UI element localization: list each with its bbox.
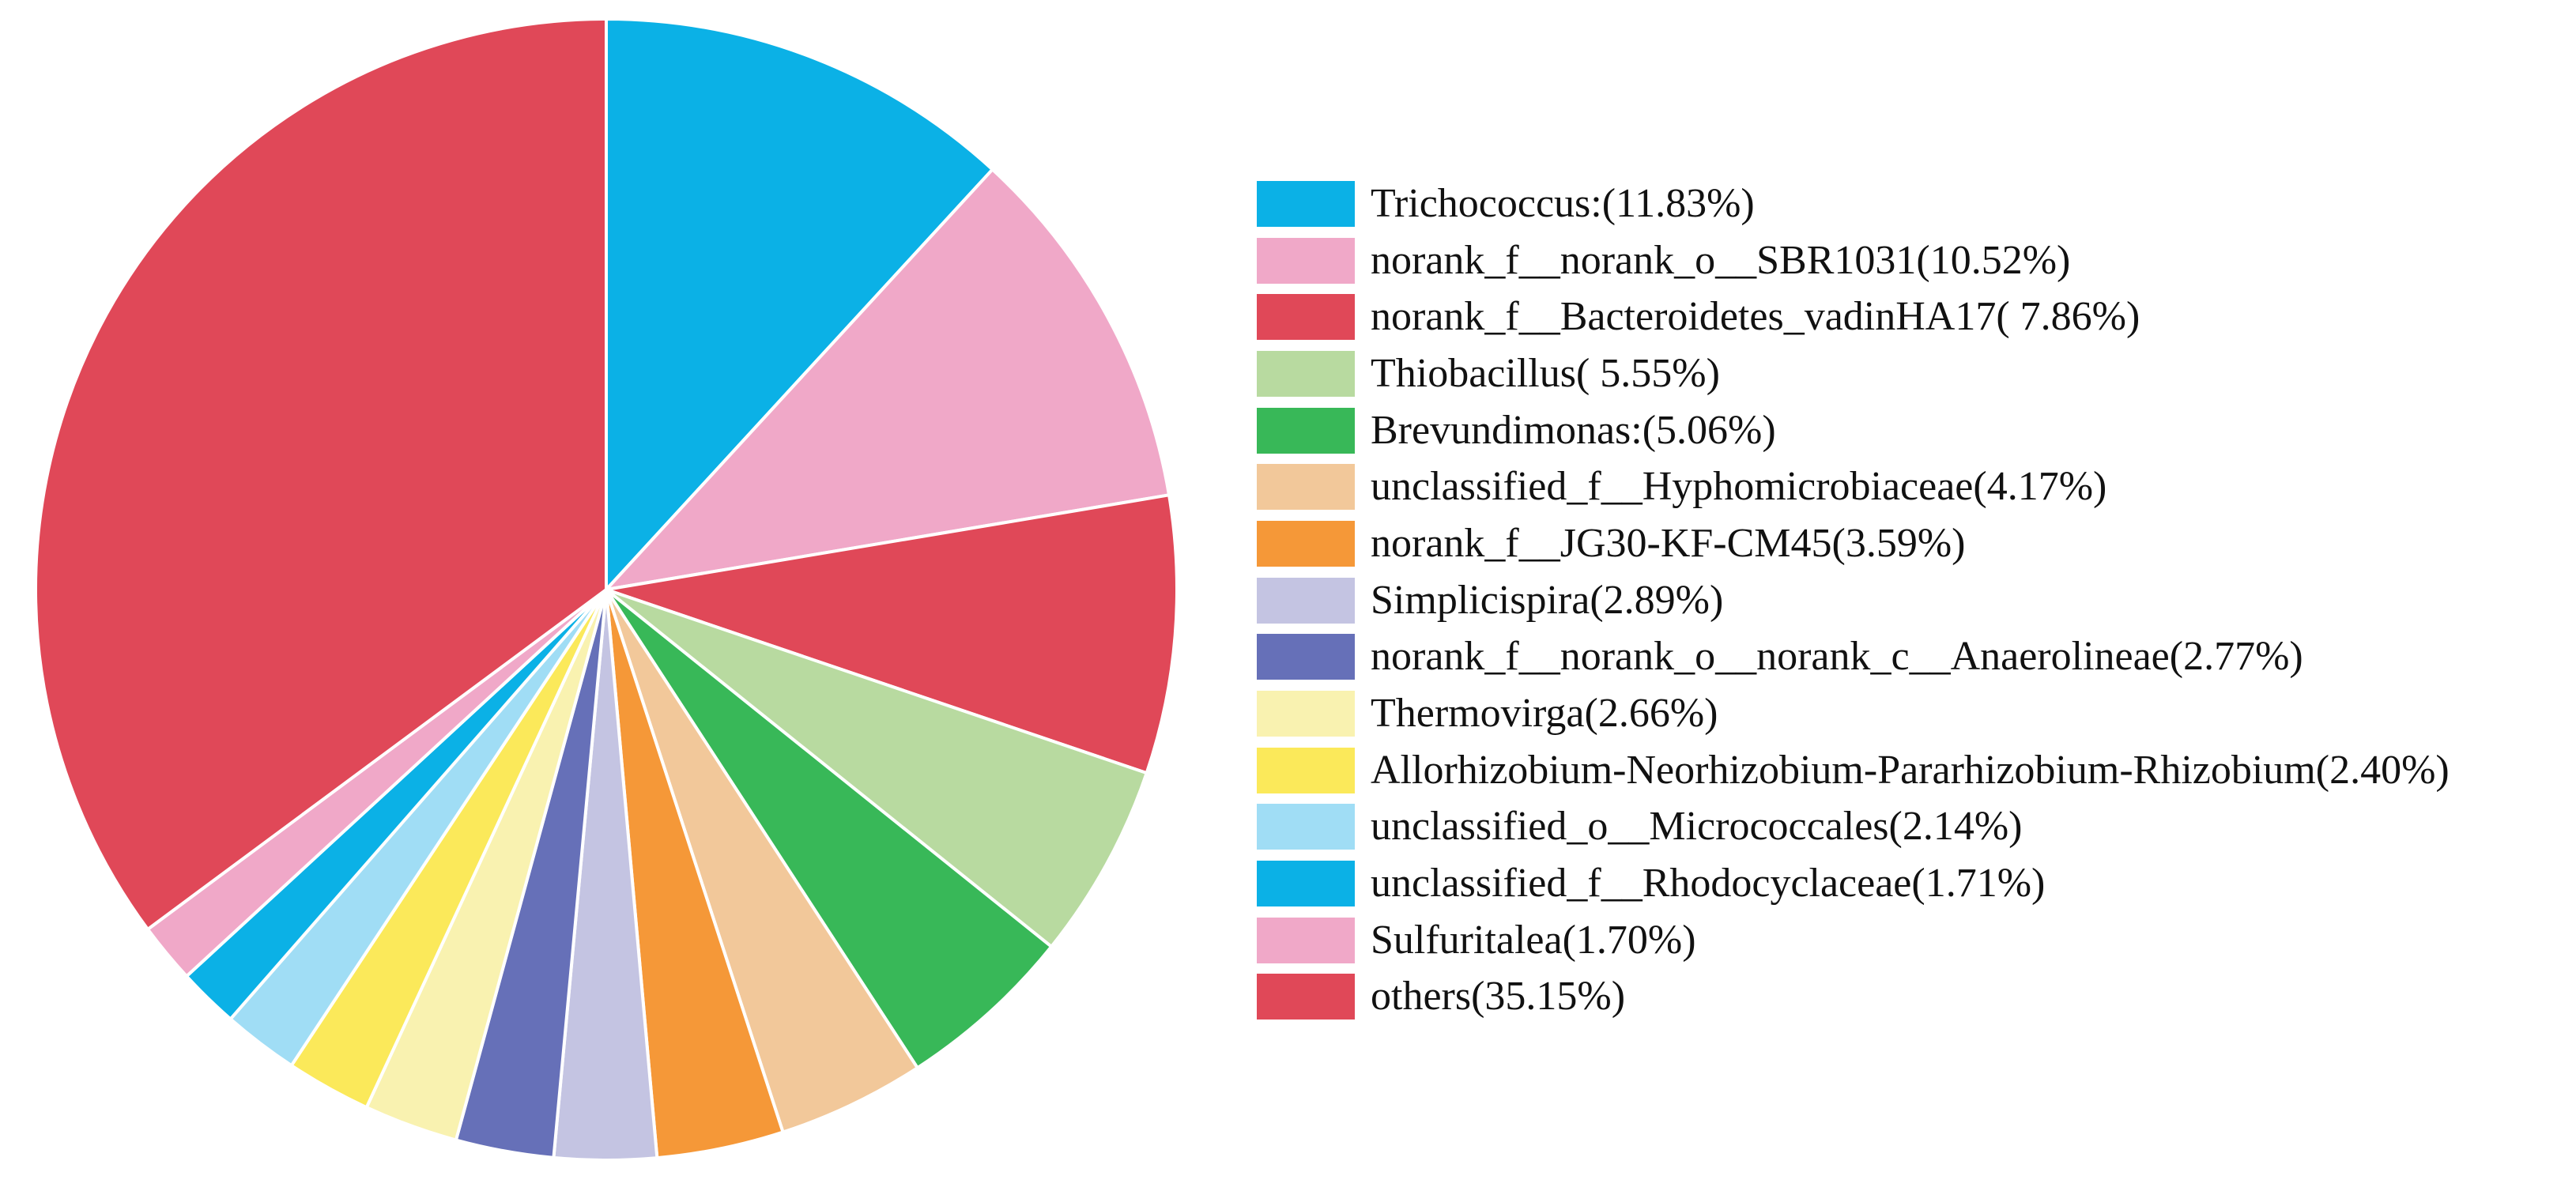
legend-item: Thiobacillus( 5.55%) xyxy=(1257,345,2569,402)
legend-label: norank_f__norank_o__norank_c__Anaeroline… xyxy=(1371,634,2303,680)
legend-label: others(35.15%) xyxy=(1371,974,1626,1020)
legend-label: Trichococcus:(11.83%) xyxy=(1371,180,1755,226)
legend-label: unclassified_f__Hyphomicrobiaceae(4.17%) xyxy=(1371,464,2107,510)
legend-label: Thiobacillus( 5.55%) xyxy=(1371,350,1720,396)
legend-swatch xyxy=(1257,577,1355,624)
pie-slice-3 xyxy=(605,493,1179,775)
legend-swatch xyxy=(1257,407,1355,454)
legend-item: norank_f__Bacteroidetes_vadinHA17( 7.86%… xyxy=(1257,288,2569,345)
legend-swatch xyxy=(1257,861,1355,907)
legend-swatch xyxy=(1257,917,1355,963)
legend-item: norank_f__norank_o__norank_c__Anaeroline… xyxy=(1257,629,2569,686)
pie-slice-6 xyxy=(605,588,919,1134)
legend-item: norank_f__norank_o__SBR1031(10.52%) xyxy=(1257,232,2569,289)
pie-chart xyxy=(34,17,1179,1162)
pie-slice-4 xyxy=(605,588,1148,948)
legend-label: norank_f__norank_o__SBR1031(10.52%) xyxy=(1371,237,2071,283)
legend-item: Sulfuritalea(1.70%) xyxy=(1257,912,2569,969)
legend-item: Trichococcus:(11.83%) xyxy=(1257,175,2569,232)
legend-swatch xyxy=(1257,747,1355,793)
legend-swatch xyxy=(1257,237,1355,284)
legend-item: Allorhizobium-Neorhizobium-Pararhizobium… xyxy=(1257,742,2569,799)
pie-slice-2 xyxy=(605,168,1171,591)
pie-slices xyxy=(34,17,1179,1162)
legend-swatch xyxy=(1257,691,1355,737)
legend-label: Brevundimonas:(5.06%) xyxy=(1371,407,1776,453)
legend-label: Sulfuritalea(1.70%) xyxy=(1371,917,1696,963)
legend-swatch xyxy=(1257,634,1355,680)
pie-slice-15 xyxy=(34,17,608,931)
legend-item: unclassified_f__Hyphomicrobiaceae(4.17%) xyxy=(1257,458,2569,515)
legend-item: Simplicispira(2.89%) xyxy=(1257,572,2569,629)
legend-label: Thermovirga(2.66%) xyxy=(1371,691,1718,737)
legend-item: Brevundimonas:(5.06%) xyxy=(1257,402,2569,459)
legend-item: norank_f__JG30-KF-CM45(3.59%) xyxy=(1257,515,2569,572)
legend-item: unclassified_f__Rhodocyclaceae(1.71%) xyxy=(1257,855,2569,912)
legend-swatch xyxy=(1257,520,1355,567)
legend-label: norank_f__JG30-KF-CM45(3.59%) xyxy=(1371,520,1966,566)
legend-swatch xyxy=(1257,974,1355,1020)
legend-item: Thermovirga(2.66%) xyxy=(1257,685,2569,742)
legend-swatch xyxy=(1257,464,1355,511)
pie-slice-5 xyxy=(605,588,1054,1070)
legend-item: others(35.15%) xyxy=(1257,969,2569,1026)
legend: Trichococcus:(11.83%) norank_f__norank_o_… xyxy=(1257,175,2569,1025)
legend-label: Allorhizobium-Neorhizobium-Pararhizobium… xyxy=(1371,747,2450,793)
legend-label: norank_f__Bacteroidetes_vadinHA17( 7.86%… xyxy=(1371,294,2140,340)
pie-slice-1 xyxy=(605,17,994,591)
legend-swatch xyxy=(1257,180,1355,227)
legend-swatch xyxy=(1257,350,1355,397)
legend-swatch xyxy=(1257,294,1355,341)
legend-label: unclassified_f__Rhodocyclaceae(1.71%) xyxy=(1371,861,2046,906)
legend-swatch xyxy=(1257,804,1355,850)
legend-item: unclassified_o__Micrococcales(2.14%) xyxy=(1257,799,2569,856)
legend-label: unclassified_o__Micrococcales(2.14%) xyxy=(1371,804,2023,850)
legend-label: Simplicispira(2.89%) xyxy=(1371,577,1724,623)
